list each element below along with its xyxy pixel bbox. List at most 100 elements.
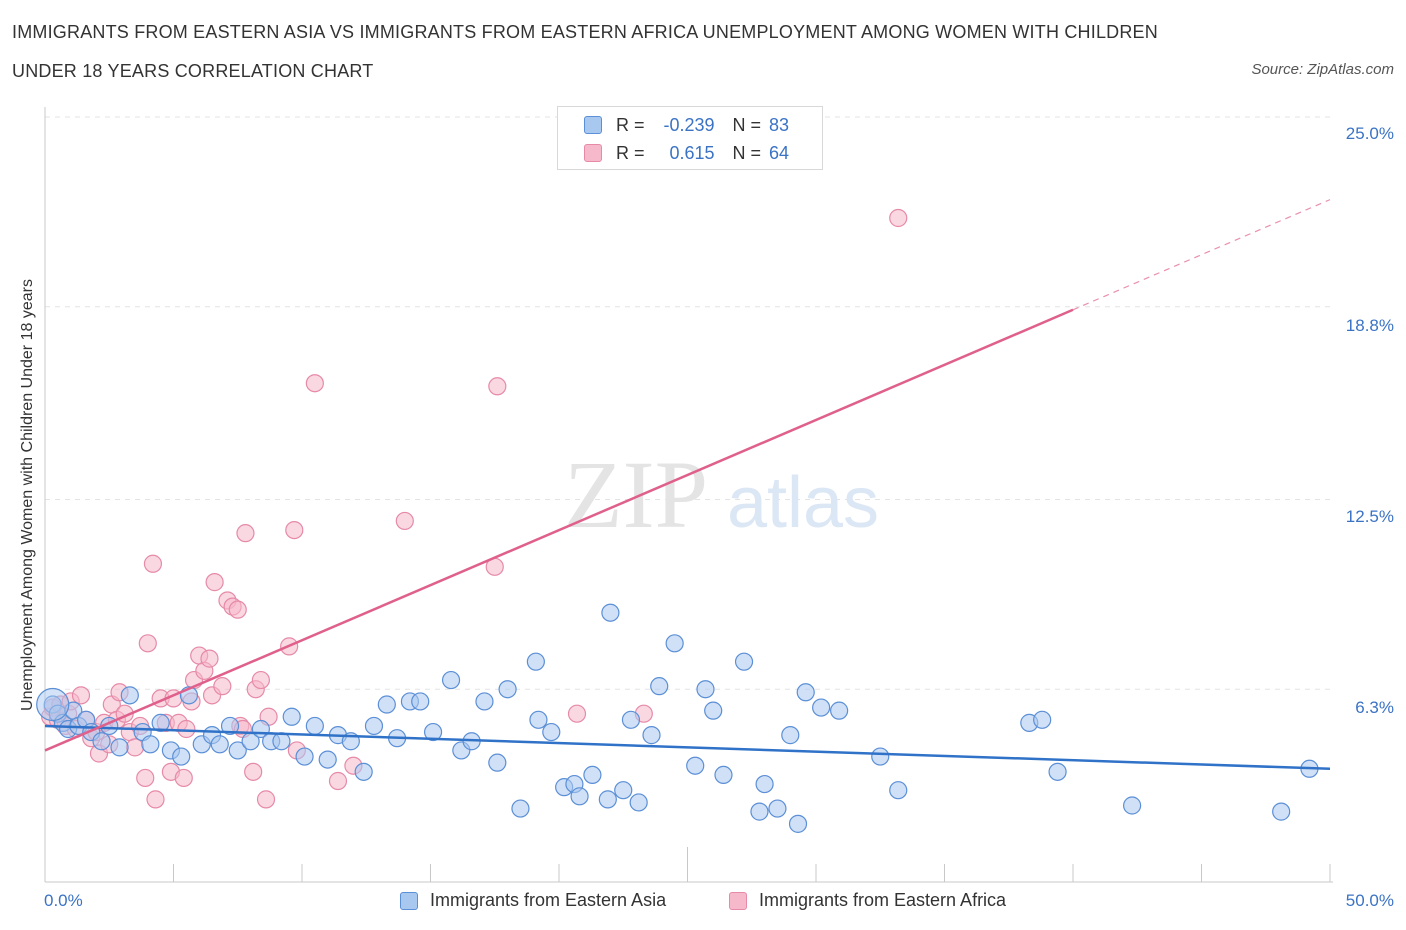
blue-point <box>529 710 548 729</box>
x-tick-label-max: 50.0% <box>1345 891 1394 910</box>
r-label: R = <box>616 142 645 163</box>
stats-legend: R = -0.239 N = 83 R = 0.615 N = 64 <box>557 106 823 170</box>
n-value: 64 <box>769 142 790 163</box>
pink-point <box>174 768 193 788</box>
blue-point <box>172 747 191 766</box>
source-label: Source: ZipAtlas.com <box>1251 61 1394 78</box>
blue-point <box>511 799 530 818</box>
blue-swatch-icon <box>584 116 602 134</box>
blue-point <box>354 762 373 781</box>
blue-point <box>696 680 715 699</box>
blue-point <box>570 787 589 806</box>
blue-point <box>650 677 669 696</box>
pink-swatch-icon <box>584 144 602 162</box>
blue-point <box>318 750 337 769</box>
blue-point <box>120 686 139 705</box>
legend-item-eastern-africa[interactable]: Immigrants from Eastern Africa <box>729 890 1006 911</box>
blue-point <box>282 707 301 726</box>
pink-point <box>251 670 270 690</box>
r-label: R = <box>616 114 645 135</box>
blue-point <box>364 716 384 736</box>
pink-point <box>138 634 157 653</box>
pink-point <box>143 554 163 573</box>
pink-point <box>488 377 507 396</box>
blue-point <box>475 692 494 711</box>
r-value: -0.239 <box>663 114 715 135</box>
trend-lines <box>44 199 1331 771</box>
blue-point <box>614 781 633 800</box>
blue-point <box>305 716 324 736</box>
stats-legend-row-blue: R = -0.239 N = 83 <box>584 113 789 137</box>
blue-trend-line <box>44 724 1331 771</box>
pink-point <box>200 649 219 668</box>
blue-point <box>621 710 641 729</box>
blue-point <box>377 695 396 714</box>
blue-point <box>488 753 507 772</box>
blue-point <box>768 799 787 818</box>
pink-point <box>567 704 587 723</box>
pink-point <box>228 600 247 619</box>
blue-point <box>220 716 240 736</box>
blue-point <box>411 692 430 711</box>
r-value: 0.615 <box>669 142 715 163</box>
n-label: N = <box>732 114 762 135</box>
n-value: 83 <box>769 114 790 135</box>
blue-point <box>755 774 774 794</box>
legend-item-eastern-asia[interactable]: Immigrants from Eastern Asia <box>400 890 666 911</box>
pink-point <box>136 768 155 788</box>
pink-point <box>889 208 908 228</box>
pink-point <box>177 719 196 739</box>
chart-title-line-2: UNDER 18 YEARS CORRELATION CHART <box>12 61 374 81</box>
watermark-atlas: atlas <box>727 463 879 543</box>
blue-point <box>295 747 314 766</box>
y-tick-label-12-5: 12.5% <box>1345 507 1394 526</box>
blue-point <box>151 713 170 732</box>
legend-label: Immigrants from Eastern Asia <box>430 890 667 910</box>
blue-point <box>210 735 229 754</box>
blue-point <box>1272 802 1291 821</box>
y-tick-label-25-0: 25.0% <box>1345 124 1394 143</box>
blue-point <box>498 680 517 699</box>
blue-point <box>665 634 684 653</box>
pink-trend-line <box>44 308 1074 752</box>
blue-point <box>272 732 291 751</box>
n-label: N = <box>732 142 762 163</box>
pink-point <box>213 677 232 696</box>
blue-point <box>642 726 661 745</box>
pink-point <box>71 686 91 705</box>
blue-point <box>830 701 849 720</box>
blue-series-points <box>36 603 1319 833</box>
axes <box>44 107 1333 883</box>
blue-point <box>714 765 733 785</box>
blue-point <box>781 726 800 745</box>
y-tick-label-18-8: 18.8% <box>1345 316 1394 335</box>
pink-point <box>205 573 224 592</box>
pink-trend-extension <box>1072 199 1331 311</box>
x-tick-label-min: 0.0% <box>44 891 83 910</box>
pink-point <box>146 790 165 809</box>
blue-point <box>598 790 617 809</box>
blue-point <box>796 683 815 702</box>
pink-swatch-icon <box>729 891 747 910</box>
blue-point <box>583 765 602 785</box>
pink-point <box>236 524 255 543</box>
pink-point <box>256 790 276 809</box>
blue-point <box>526 652 545 671</box>
blue-point <box>704 701 723 720</box>
y-tick-label-6-3: 6.3% <box>1355 698 1394 717</box>
blue-point <box>812 698 831 717</box>
chart-title-line-1: IMMIGRANTS FROM EASTERN ASIA VS IMMIGRAN… <box>12 22 1158 42</box>
pink-point <box>285 520 304 540</box>
blue-point <box>788 814 808 833</box>
blue-point <box>686 756 705 775</box>
pink-point <box>328 771 348 791</box>
blue-point <box>441 670 461 690</box>
blue-point <box>601 603 620 622</box>
blue-point <box>750 802 769 821</box>
blue-point <box>1123 796 1142 815</box>
pink-series-points <box>41 208 908 809</box>
blue-point <box>1048 762 1067 781</box>
blue-point <box>734 652 754 671</box>
blue-point <box>228 741 247 760</box>
